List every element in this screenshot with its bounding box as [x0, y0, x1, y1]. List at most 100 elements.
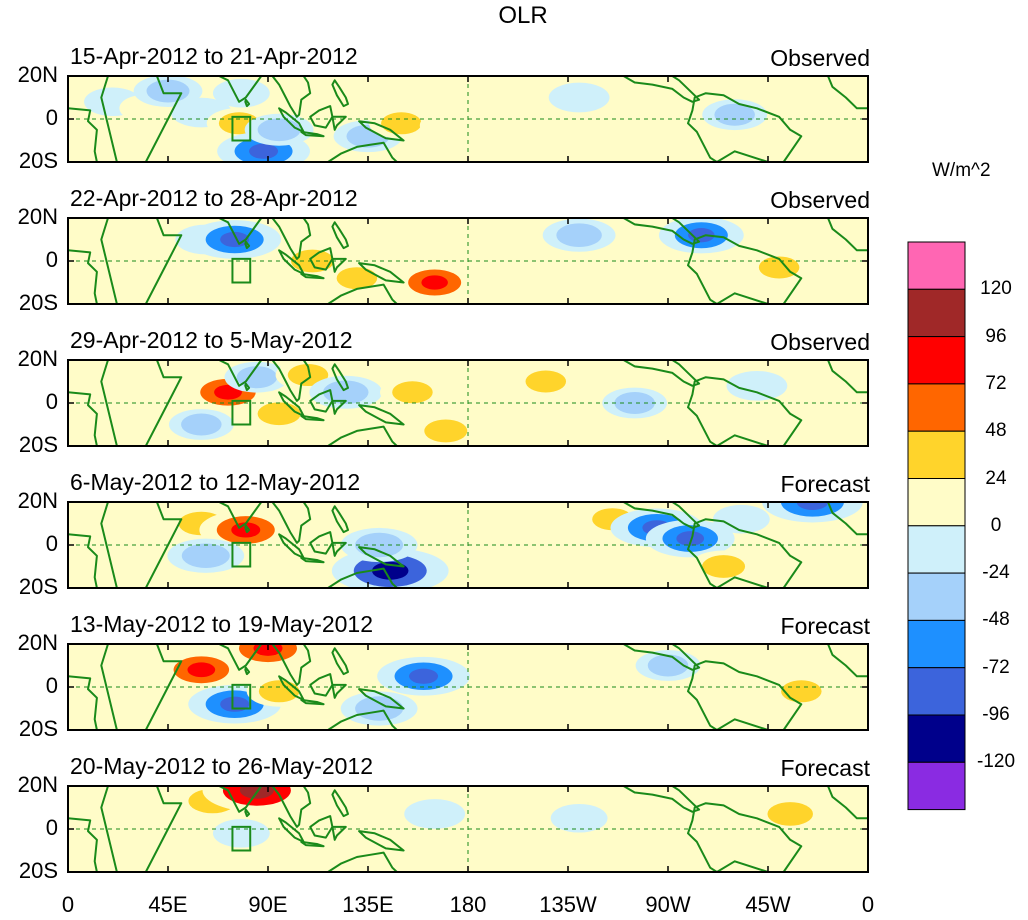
coastline — [622, 644, 701, 671]
anomaly-mark — [90, 367, 126, 388]
coastline — [68, 391, 98, 446]
anomaly-mark — [181, 543, 230, 568]
panel-title: 20-May-2012 to 26-May-2012 — [70, 753, 373, 779]
colorbar-swatch-0 — [907, 241, 966, 290]
anomaly-mark — [336, 267, 378, 290]
colorbar-swatch-5 — [907, 478, 966, 527]
colorbar-label: 24 — [985, 467, 1007, 489]
coastline — [687, 802, 803, 872]
coastline — [622, 360, 701, 387]
lat-label: 0 — [45, 389, 58, 414]
coastline — [687, 92, 803, 162]
anomaly-mark — [355, 532, 404, 558]
coastline — [271, 360, 312, 402]
coastline — [331, 683, 347, 699]
coastline — [687, 660, 803, 730]
coastline — [68, 249, 98, 304]
lat-label: 20S — [18, 574, 58, 599]
coastline — [331, 505, 349, 534]
coastline — [300, 130, 325, 138]
colorbar-swatch-8 — [907, 619, 966, 669]
coastline — [358, 546, 405, 568]
anomaly-mark — [758, 256, 800, 279]
reference-box — [231, 825, 252, 852]
coastline — [331, 221, 349, 250]
panel-title: 15-Apr-2012 to 21-Apr-2012 — [70, 43, 358, 69]
panel-tag: Forecast — [780, 755, 870, 781]
anomaly-mark — [737, 375, 776, 397]
anomaly-mark — [614, 392, 655, 414]
anomaly-mark — [767, 802, 813, 826]
coastline — [271, 218, 312, 260]
anomaly-core — [239, 786, 274, 799]
anomaly-mark — [258, 680, 300, 703]
coastline — [100, 76, 183, 162]
reference-box — [231, 257, 252, 284]
coastline — [827, 76, 868, 110]
anomaly-core — [214, 384, 242, 400]
colorbar-label: -72 — [982, 656, 1010, 678]
coastline — [100, 786, 183, 872]
lon-label: 90E — [248, 892, 288, 917]
map-panel-5 — [67, 643, 869, 731]
lat-label: 20N — [17, 630, 58, 655]
coastline — [827, 502, 868, 536]
panel-title: 29-Apr-2012 to 5-May-2012 — [70, 327, 353, 353]
coastline — [331, 363, 349, 392]
anomaly-mark — [525, 370, 567, 393]
anomaly-mark — [339, 661, 375, 683]
anomaly-mark — [257, 118, 301, 142]
coastline — [331, 399, 347, 415]
coastline — [687, 376, 803, 446]
anomaly-mark — [783, 119, 820, 140]
anomaly-mark — [723, 509, 760, 530]
anomaly-mark — [714, 103, 755, 126]
map-panel-1 — [67, 75, 869, 163]
colorbar-label: -24 — [982, 562, 1010, 584]
coastline — [358, 404, 405, 426]
anomaly-mark — [650, 93, 686, 115]
reference-box — [231, 399, 252, 426]
colorbar-swatch-11 — [907, 761, 966, 811]
coastline — [271, 644, 312, 686]
coastline — [68, 533, 98, 588]
anomaly-mark — [424, 419, 468, 443]
anomaly-core — [249, 143, 279, 159]
colorbar-swatch-2 — [907, 336, 966, 385]
lat-label: 20S — [18, 858, 58, 883]
coastline — [300, 414, 325, 422]
map-panel-6 — [67, 785, 869, 873]
coastline — [687, 234, 803, 304]
anomaly-mark — [257, 402, 301, 426]
coastline — [331, 115, 347, 131]
colorbar-swatch-9 — [907, 667, 966, 716]
coastline — [300, 272, 325, 280]
anomaly-mark — [355, 696, 404, 721]
panel-tag: Observed — [770, 329, 870, 355]
anomaly-core — [409, 668, 439, 684]
coastline — [68, 817, 98, 872]
anomaly-core — [220, 231, 250, 248]
coastline — [100, 502, 183, 588]
coastline — [271, 76, 312, 118]
anomaly-mark — [816, 233, 853, 254]
reference-box — [231, 115, 252, 142]
coastline — [622, 76, 701, 103]
colorbar-label: -120 — [976, 751, 1016, 773]
coastline — [358, 830, 405, 852]
colorbar-label: 0 — [990, 514, 1002, 536]
coastline — [218, 644, 263, 671]
coastline — [244, 98, 251, 108]
anomaly-mark — [323, 380, 369, 405]
anomaly-core — [676, 531, 705, 546]
lat-label: 20S — [18, 432, 58, 457]
coastline — [331, 789, 349, 818]
coastline — [331, 257, 347, 273]
anomaly-mark — [381, 112, 422, 135]
lat-label: 20S — [18, 148, 58, 173]
colorbar-swatch-3 — [907, 383, 966, 432]
coastline — [331, 647, 349, 676]
lat-label: 20S — [18, 716, 58, 741]
reference-box — [231, 541, 252, 568]
